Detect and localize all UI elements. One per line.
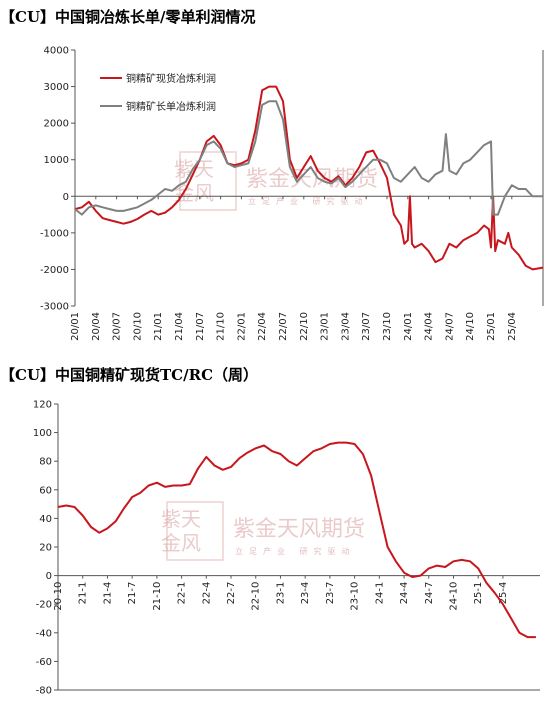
watermark-logo-char: 风 [181, 531, 201, 555]
chart-title-profit: 【CU】中国铜冶炼长单/零单利润情况 [0, 8, 256, 26]
x-tick-label: 23/04 [340, 312, 351, 341]
watermark-logo-box [179, 151, 237, 211]
y-tick-label: 2000 [44, 119, 69, 130]
x-tick-label: 25-4 [498, 582, 509, 605]
x-tick-label: 23-1 [275, 582, 286, 605]
series-line-0 [57, 441, 536, 639]
watermark-logo-char: 天 [181, 507, 201, 531]
x-tick-label: 20/07 [112, 312, 123, 341]
y-tick-label: -40 [36, 628, 52, 639]
x-tick-label: 24/10 [465, 312, 476, 341]
y-tick-label: 100 [33, 428, 52, 439]
watermark-slogan: 立足产业 研究驱动 [248, 196, 369, 206]
x-tick-label: 21-7 [127, 582, 138, 605]
y-tick-label: 80 [39, 457, 52, 468]
y-tick-label: 60 [39, 485, 52, 496]
x-tick-label: 23-10 [350, 582, 361, 611]
x-tick-label: 21/01 [153, 312, 164, 341]
y-tick-label: -60 [36, 657, 52, 668]
watermark-logo-char: 紫 [161, 507, 181, 531]
x-tick-label: 22-10 [251, 582, 262, 611]
x-tick-label: 24-7 [424, 582, 435, 605]
watermark-name: 紫金天风期货 [233, 517, 365, 542]
x-tick-label: 23-7 [325, 582, 336, 605]
x-tick-label: 22/07 [278, 312, 289, 341]
y-tick-label: 4000 [44, 46, 69, 57]
y-tick-label: 40 [39, 514, 52, 525]
y-tick-label: -3000 [40, 302, 69, 313]
y-tick-label: -1000 [40, 228, 69, 239]
x-tick-label: 25/01 [486, 312, 497, 341]
watermark-logo-char: 天 [194, 157, 214, 181]
x-tick-label: 21/10 [216, 312, 227, 341]
watermark-logo-char: 风 [194, 181, 214, 205]
legend-label: 铜精矿长单冶炼利润 [126, 100, 216, 113]
y-tick-label: 1000 [44, 155, 69, 166]
x-tick-label: 20/01 [70, 312, 81, 341]
watermark-logo-char: 金 [161, 531, 181, 555]
profit-chart: 紫天金 风紫金天风期货立足产业 研究驱动 4000 3000 2000 1000 0 -100… [40, 46, 544, 341]
x-tick-label: 23/01 [320, 312, 331, 341]
x-tick-label: 24-1 [374, 582, 385, 605]
watermark: 紫天金 风紫金天风期货立足产业 研究驱动 [174, 151, 378, 211]
x-tick-label: 25-1 [473, 582, 484, 605]
y-tick-label: -80 [36, 686, 52, 697]
x-tick-label: 22-7 [226, 582, 237, 605]
series-line-0 [74, 85, 544, 271]
x-tick-label: 24/07 [444, 312, 455, 341]
y-tick-label: 20 [39, 543, 52, 554]
y-tick-label: -20 [36, 600, 52, 611]
chart-title-tcrc: 【CU】中国铜精矿现货TC/RC（周） [0, 366, 259, 384]
x-tick-label: 24-4 [399, 582, 410, 605]
watermark-slogan: 立足产业 研究驱动 [235, 546, 356, 556]
x-tick-label: 24-10 [448, 582, 459, 611]
series-line-1 [74, 100, 543, 216]
x-tick-label: 21-10 [152, 582, 163, 611]
x-tick-label: 21-4 [102, 582, 113, 605]
x-tick-label: 21-1 [78, 582, 89, 605]
x-tick-label: 24/04 [424, 312, 435, 341]
x-tick-label: 22/10 [299, 312, 310, 341]
watermark: 紫天金 风 紫金天风期货立足产业 研究驱动 [161, 501, 365, 561]
x-tick-label: 20/10 [132, 312, 143, 341]
x-tick-label: 24/01 [403, 312, 414, 341]
x-tick-label: 25/04 [507, 312, 518, 341]
y-tick-label: -2000 [40, 265, 69, 276]
y-tick-label: 120 [33, 400, 52, 411]
legend-label: 铜精矿现货冶炼利润 [126, 72, 216, 85]
x-tick-label: 23/07 [361, 312, 372, 341]
x-tick-label: 22-1 [177, 582, 188, 605]
x-tick-label: 22/04 [257, 312, 268, 341]
tcrc-chart: 紫天金 风 紫金天风期货立足产业 研究驱动 120 100 80 60 40 20 0 -20 -40… [33, 400, 540, 697]
x-tick-label: 21/07 [195, 312, 206, 341]
x-tick-label: 22/01 [236, 312, 247, 341]
y-tick-label: 0 [46, 571, 52, 582]
x-tick-label: 23/10 [382, 312, 393, 341]
y-tick-label: 0 [63, 192, 69, 203]
y-tick-label: 3000 [44, 82, 69, 93]
x-tick-label: 22-4 [201, 582, 212, 605]
watermark-logo-box [166, 501, 224, 561]
x-tick-label: 21/04 [174, 312, 185, 341]
x-tick-label: 20-10 [53, 582, 64, 611]
x-tick-label: 23-4 [300, 582, 311, 605]
x-tick-label: 20/04 [91, 312, 102, 341]
